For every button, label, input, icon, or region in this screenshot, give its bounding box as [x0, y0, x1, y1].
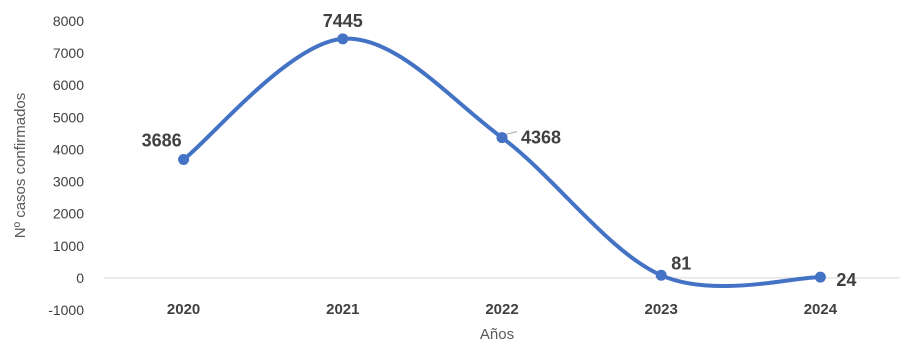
series-line	[181, 36, 823, 288]
data-label: 81	[671, 253, 691, 273]
y-tick-label: 5000	[53, 109, 84, 125]
x-tick-label: 2022	[485, 301, 518, 318]
y-tick-label: 7000	[53, 45, 84, 61]
y-tick-label: 3000	[53, 174, 84, 190]
data-point	[496, 132, 508, 144]
y-tick-label: 8000	[53, 13, 84, 29]
x-tick-label: 2023	[645, 301, 678, 318]
y-tick-label: 1000	[53, 238, 84, 254]
x-tick-label: 2020	[167, 301, 200, 318]
x-axis-ticks: 2020 2021 2022 2023 2024	[167, 301, 838, 318]
data-point	[178, 154, 190, 166]
y-tick-label: 4000	[53, 141, 84, 157]
data-point	[814, 271, 826, 283]
y-tick-label: -1000	[48, 302, 84, 318]
data-points	[178, 33, 826, 283]
data-labels: 3686 7445 4368 81 24	[142, 11, 857, 290]
y-tick-label: 6000	[53, 77, 84, 93]
data-label: 3686	[142, 131, 182, 151]
x-tick-label: 2021	[326, 301, 359, 318]
data-label: 4368	[521, 128, 561, 148]
x-tick-label: 2024	[804, 301, 838, 318]
data-label-leader	[504, 131, 518, 136]
data-label: 24	[836, 270, 856, 290]
y-tick-label: 2000	[53, 206, 84, 222]
leader-lines	[504, 131, 518, 136]
data-point	[655, 269, 667, 281]
y-axis-title: Nº casos confirmados	[12, 93, 29, 239]
y-tick-label: 0	[76, 270, 84, 286]
data-label: 7445	[323, 11, 363, 31]
y-axis-ticks: 8000 7000 6000 5000 4000 3000 2000 1000 0 -1000	[48, 13, 84, 318]
x-axis-title: Años	[480, 326, 514, 343]
data-point	[337, 33, 349, 45]
